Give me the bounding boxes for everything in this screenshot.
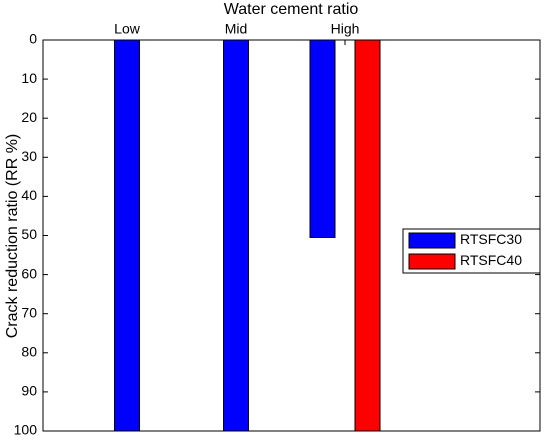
y-tick-label: 40 <box>21 187 37 203</box>
y-tick-label: 90 <box>21 383 37 399</box>
y-tick-label: 30 <box>21 148 37 164</box>
y-tick-label: 0 <box>29 31 37 47</box>
y-tick-label: 100 <box>14 422 38 436</box>
bar <box>354 39 381 432</box>
legend-label: RTSFC40 <box>460 252 522 268</box>
y-tick-label: 80 <box>21 344 37 360</box>
x-tick-label: High <box>331 21 360 37</box>
bar <box>309 39 336 238</box>
legend-swatch <box>408 232 456 249</box>
legend-swatch <box>408 253 456 270</box>
y-tick-label: 70 <box>21 304 37 320</box>
y-tick-label: 10 <box>21 70 37 86</box>
legend-label: RTSFC30 <box>460 231 522 247</box>
bar <box>223 39 249 432</box>
x-tick-label: Mid <box>225 21 248 37</box>
chart-title: Water cement ratio <box>224 1 359 18</box>
bar <box>114 39 140 432</box>
y-axis-label: Crack reduction ratio (RR %) <box>4 134 21 339</box>
y-tick-label: 60 <box>21 265 37 281</box>
x-tick-label: Low <box>114 21 141 37</box>
y-tick-label: 20 <box>21 109 37 125</box>
y-tick-label: 50 <box>21 226 37 242</box>
